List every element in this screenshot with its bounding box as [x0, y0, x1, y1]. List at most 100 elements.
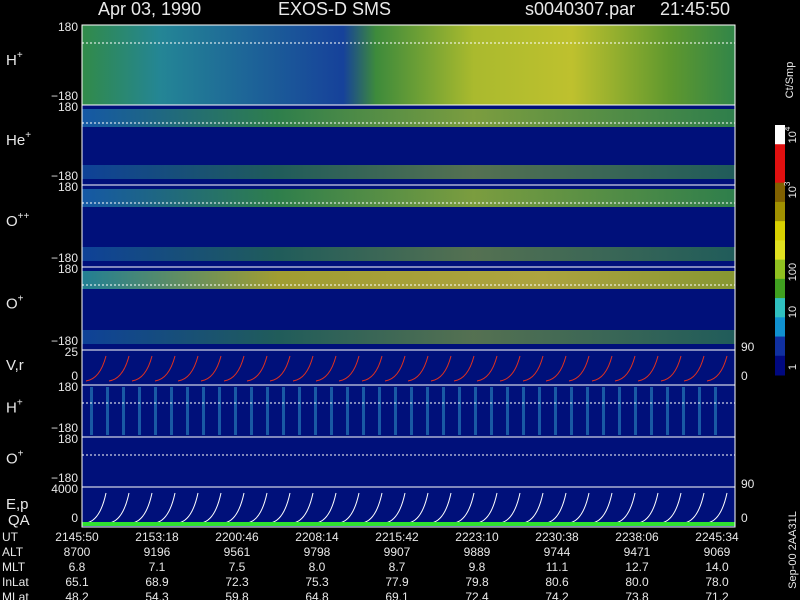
- tick-base: 100: [787, 263, 799, 281]
- footer-value: 48.2: [65, 590, 89, 600]
- footer-value: 2208:14: [295, 530, 339, 544]
- spectrum-stripe: [506, 387, 509, 435]
- panel-sublabel: QA: [8, 512, 30, 529]
- trace: [269, 355, 291, 382]
- spectrum-stripe: [426, 387, 429, 435]
- trace: [614, 355, 636, 382]
- spectrum-stripe: [346, 387, 349, 435]
- colorbar-segment: [775, 144, 785, 164]
- footer-value: 9069: [704, 545, 731, 559]
- panel-frame: [81, 486, 736, 528]
- spectrum-stripe: [698, 387, 701, 435]
- footer-value: 72.4: [465, 590, 489, 600]
- panel-label: V,r: [6, 357, 24, 374]
- footer-value: 75.3: [305, 575, 329, 589]
- left-tick-label: −180: [51, 169, 78, 183]
- footer-value: 8.7: [389, 560, 406, 574]
- spectrum-stripe: [170, 387, 173, 435]
- colorbar-tick: 100: [787, 263, 799, 281]
- spectrum-stripe: [362, 387, 365, 435]
- left-tick-label: 180: [58, 100, 78, 114]
- panel-label: H+: [6, 397, 23, 416]
- footer-value: 9.8: [469, 560, 486, 574]
- trace: [338, 355, 360, 382]
- colorbar-segment: [775, 240, 785, 261]
- footer-value: 7.1: [149, 560, 166, 574]
- colorbar-segment: [775, 182, 785, 203]
- spectrum-stripe: [330, 387, 333, 435]
- spectrum-stripe: [570, 387, 573, 435]
- instrument: EXOS-D SMS: [278, 0, 391, 19]
- colorbar-tick: 1: [787, 364, 799, 370]
- spectrum-band: [82, 165, 735, 179]
- spectrum-stripe: [106, 387, 109, 435]
- footer-value: 2223:10: [455, 530, 499, 544]
- panel-label: H+: [6, 50, 23, 69]
- footer-value: 9471: [624, 545, 651, 559]
- colorbar-segment: [775, 336, 785, 357]
- spectrum-stripe: [394, 387, 397, 435]
- trace: [476, 355, 498, 382]
- spectrum-stripe: [714, 387, 717, 435]
- footer-value: 9889: [464, 545, 491, 559]
- spectrum-stripe: [298, 387, 301, 435]
- footer-value: 74.2: [545, 590, 569, 600]
- footer-row-label: MLat: [2, 590, 29, 600]
- ion-name: E,p: [6, 496, 29, 513]
- footer-value: 59.8: [225, 590, 249, 600]
- trace: [453, 355, 475, 382]
- spectrum-stripe: [266, 387, 269, 435]
- spectrum-stripe: [538, 387, 541, 435]
- spectrum-stripe: [442, 387, 445, 435]
- spectrum-stripe: [634, 387, 637, 435]
- footer-row-label: ALT: [2, 545, 24, 559]
- footer-value: 77.9: [385, 575, 409, 589]
- trace: [384, 355, 406, 382]
- spectrum-band: [82, 25, 735, 105]
- ion-charge: +: [17, 50, 23, 61]
- tick-exponent: 4: [783, 126, 792, 131]
- trace: [315, 355, 337, 382]
- side-note: Sep-00 2AA31L: [787, 511, 799, 589]
- spectrum-stripe: [138, 387, 141, 435]
- footer-value: 6.8: [69, 560, 86, 574]
- spectrum-stripe: [122, 387, 125, 435]
- ion-charge: ++: [18, 211, 30, 222]
- footer-value: 14.0: [705, 560, 729, 574]
- colorbar-tick: 103: [783, 181, 799, 198]
- spectrum-stripe: [234, 387, 237, 435]
- footer-value: 72.3: [225, 575, 249, 589]
- ion-name: O: [6, 450, 18, 467]
- footer-value: 2215:42: [375, 530, 419, 544]
- left-tick-label: −180: [51, 471, 78, 485]
- colorbar-segment: [775, 221, 785, 241]
- header: Apr 03, 1990 EXOS-D SMS s0040307.par 21:…: [98, 0, 730, 19]
- panel-label: O+: [6, 448, 24, 467]
- trace: [430, 355, 452, 382]
- trace: [177, 355, 199, 382]
- footer-value: 71.2: [705, 590, 729, 600]
- ion-name: H: [6, 399, 17, 416]
- right-tick-label: 0: [741, 369, 748, 383]
- trace: [407, 355, 429, 382]
- right-tick-label: 0: [741, 511, 748, 525]
- spectrum-stripe: [474, 387, 477, 435]
- ion-name: V,r: [6, 357, 24, 374]
- left-tick-label: 25: [65, 345, 79, 359]
- spectrum-stripe: [218, 387, 221, 435]
- left-tick-label: 180: [58, 180, 78, 194]
- footer-value: 80.0: [625, 575, 649, 589]
- colorbar-segment: [775, 355, 785, 376]
- spectrum-stripe: [90, 387, 93, 435]
- ion-name: H: [6, 52, 17, 69]
- trace: [131, 355, 153, 382]
- spectrum-stripe: [458, 387, 461, 435]
- spectrum-stripe: [314, 387, 317, 435]
- spectrum-band: [82, 189, 735, 207]
- footer-value: 2245:34: [695, 530, 739, 544]
- panel-label: He+: [6, 130, 31, 149]
- left-tick-label: −180: [51, 421, 78, 435]
- footer-row-label: UT: [2, 530, 19, 544]
- spectrum-stripe: [650, 387, 653, 435]
